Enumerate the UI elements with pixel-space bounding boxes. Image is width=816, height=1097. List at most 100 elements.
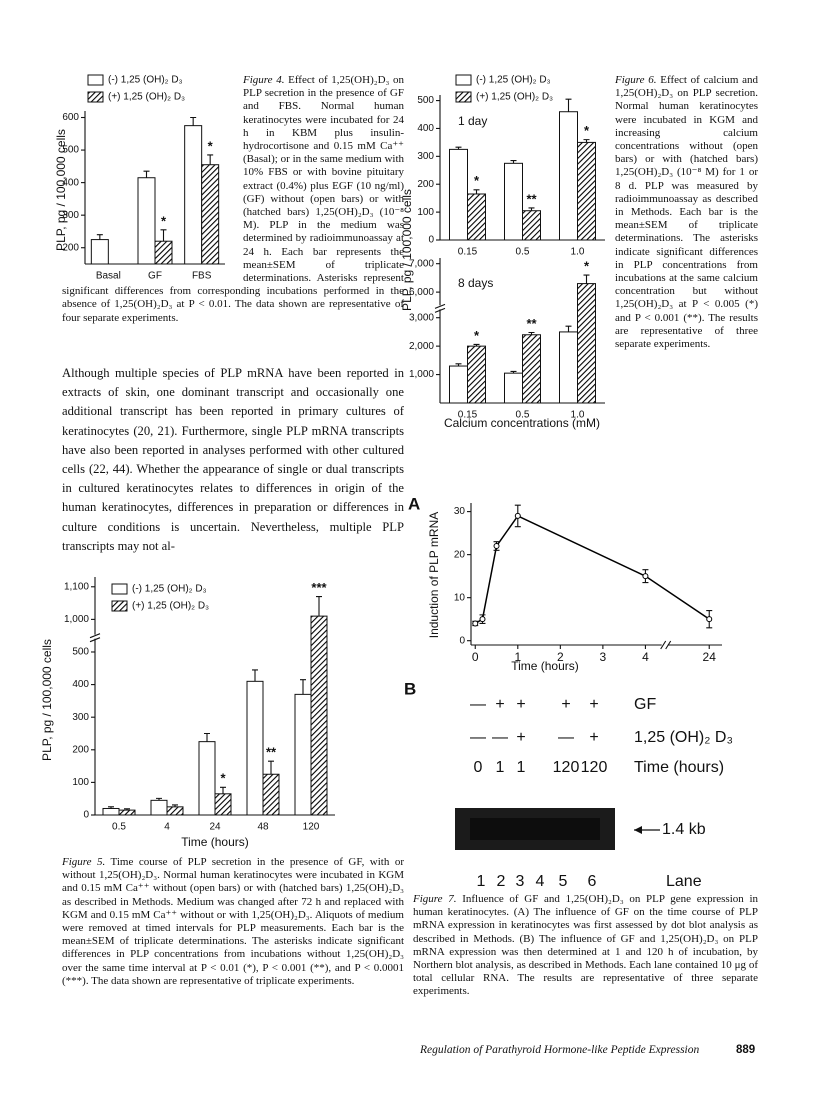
legend-label: (+) 1,25 (OH)₂ D₃: [476, 92, 553, 103]
y-tick-label: 400: [62, 177, 79, 188]
x-axis-label: Calcium concentrations (mM): [444, 416, 600, 430]
running-title: Regulation of Parathyroid Hormone-like P…: [420, 1044, 700, 1056]
data-point: [479, 616, 486, 623]
x-tick-label: 0: [472, 650, 479, 664]
y-tick-label: 0: [83, 810, 89, 821]
page-number: 889: [736, 1044, 756, 1056]
blot-entry: 0: [474, 759, 483, 776]
blot-entry: 120: [581, 759, 608, 776]
legend-label: (+) 1,25 (OH)₂ D₃: [108, 92, 185, 103]
axis-break-gap: [90, 634, 100, 639]
bar: [310, 615, 328, 816]
significance-mark: ***: [311, 580, 327, 595]
error-bar: [156, 797, 162, 801]
significance-mark: *: [220, 771, 226, 786]
error-bar: [207, 154, 214, 165]
x-tick-label: Basal: [96, 271, 121, 282]
x-tick-label: 0.5: [516, 247, 530, 258]
blot-entry: —: [470, 729, 486, 746]
x-tick-label: FBS: [192, 271, 212, 282]
axis-break: [660, 640, 672, 650]
y-tick-label: 400: [72, 679, 89, 690]
error-bar: [124, 808, 130, 811]
axis-break: [434, 303, 446, 313]
caption: Figure 7. Influence of GF and 1,25(OH)₂D…: [413, 893, 758, 999]
legend-swatch: [87, 74, 104, 86]
panel-label: 1 day: [458, 114, 487, 128]
x-tick-label: 120: [303, 822, 320, 833]
blot-row-label: 1,25 (OH)₂ D₃: [634, 729, 733, 746]
y-axis-label: Induction of PLP mRNA: [427, 512, 441, 639]
error-bar: [160, 229, 167, 242]
significance-mark: **: [526, 191, 537, 206]
legend-label: (-) 1,25 (OH)₂ D₃: [476, 75, 551, 86]
bar: [198, 741, 216, 816]
x-tick-label: 24: [703, 650, 717, 664]
x-tick-label: 0.5: [516, 410, 530, 421]
significance-mark: *: [584, 123, 590, 138]
data-line: [474, 514, 710, 625]
x-tick-label: 1.0: [571, 247, 585, 258]
x-tick-label: 0.15: [458, 410, 478, 421]
x-tick-label: 2: [557, 650, 564, 664]
y-tick-label: 0: [459, 635, 465, 646]
error-bar: [143, 170, 150, 178]
x-tick-label: 48: [257, 822, 269, 833]
error-bar: [583, 139, 590, 143]
significance-mark: *: [474, 173, 480, 188]
caption-label: Figure 7.: [413, 893, 457, 905]
blot-band: [470, 818, 600, 840]
y-tick-label: 100: [72, 777, 89, 788]
data-point: [642, 573, 649, 580]
y-tick-label: 2,000: [409, 341, 434, 352]
x-tick-label: 4: [164, 822, 170, 833]
error-bar: [204, 732, 210, 742]
panel-letter: B: [404, 679, 416, 698]
blot-entry: —: [470, 696, 486, 713]
blot-entry: +: [561, 696, 570, 713]
y-tick-label: 200: [417, 179, 434, 190]
legend-swatch: [455, 74, 472, 86]
blot-row-label: Time (hours): [634, 759, 724, 776]
error-bar: [565, 98, 572, 112]
error-bar: [268, 760, 274, 775]
x-tick-label: 0.15: [458, 247, 478, 258]
blot-entry: +: [495, 696, 504, 713]
y-tick-label: 200: [62, 242, 79, 253]
legend-swatch: [87, 91, 104, 103]
y-tick-label: 30: [454, 506, 466, 517]
error-bar: [190, 116, 197, 126]
blot-entry: 120: [553, 759, 580, 776]
blot-entry: +: [516, 729, 525, 746]
blot-entry: +: [516, 696, 525, 713]
x-tick-label: GF: [148, 271, 162, 282]
error-bar: [108, 806, 114, 809]
axis-break-gap: [435, 305, 445, 310]
lane-label: Lane: [666, 873, 702, 890]
lane-number: 1: [477, 873, 486, 890]
significance-mark: *: [208, 138, 214, 153]
y-tick-label: 300: [62, 210, 79, 221]
x-tick-label: 24: [209, 822, 221, 833]
y-tick-label: 1,100: [64, 581, 89, 592]
lane-number: 3: [516, 873, 525, 890]
data-point: [493, 543, 500, 550]
error-bar: [300, 679, 306, 695]
blot-entry: —: [492, 729, 508, 746]
data-point: [514, 512, 521, 519]
x-tick-label: 0.5: [112, 822, 126, 833]
significance-mark: *: [161, 213, 167, 228]
error-bar: [455, 146, 462, 150]
y-tick-label: 10: [454, 592, 466, 603]
y-axis-label: PLP, pg / 100,000 cells: [40, 639, 54, 761]
body-paragraph: Although multiple species of PLP mRNA ha…: [62, 366, 404, 553]
error-bar: [252, 669, 258, 682]
bar: [102, 807, 120, 816]
y-tick-label: 500: [417, 95, 434, 106]
error-bar: [565, 325, 572, 332]
caption: Figure 4. Effect of 1,25(OH)₂D₃ on PLP s…: [62, 74, 404, 325]
error-bar: [510, 370, 517, 374]
significance-mark: *: [474, 328, 480, 343]
error-bar: [583, 274, 590, 284]
